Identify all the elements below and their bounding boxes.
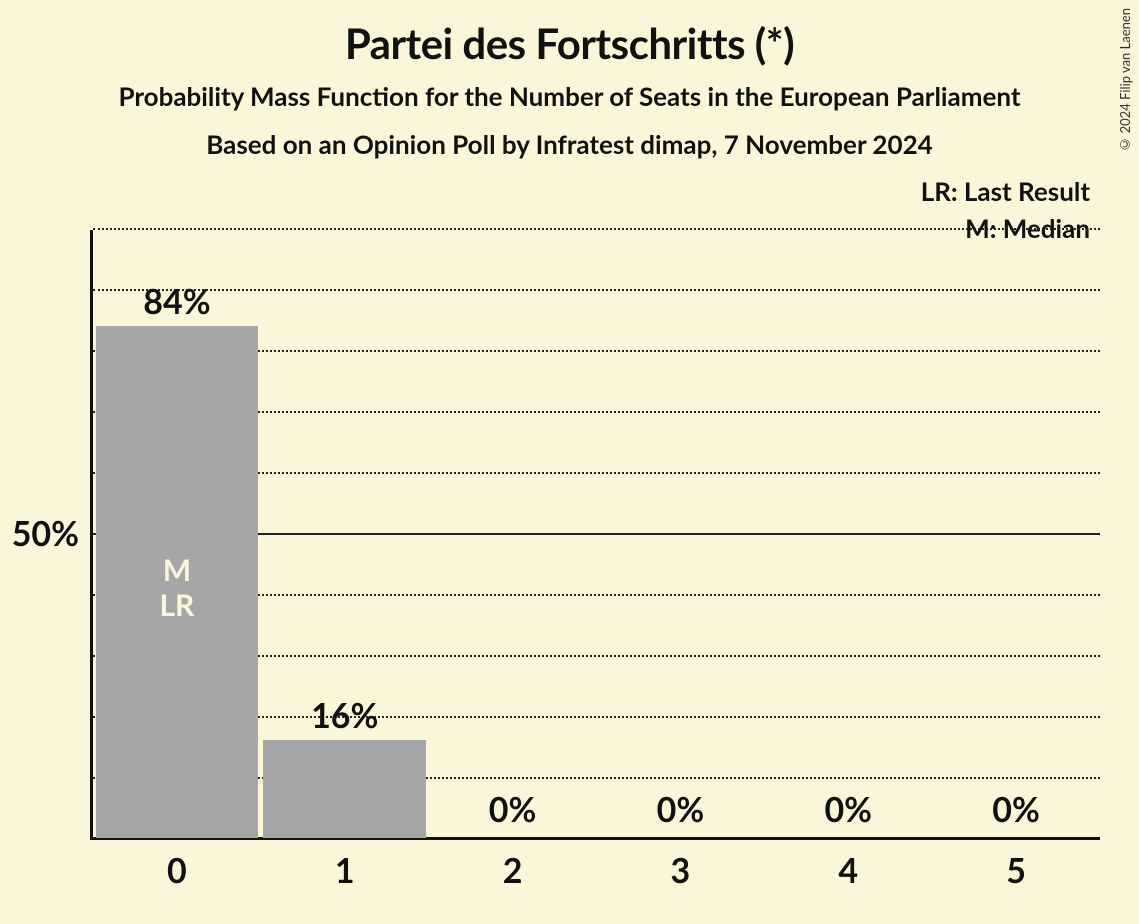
- x-tick-label: 5: [932, 850, 1100, 891]
- gridline-minor: [93, 228, 1100, 230]
- chart-title: Partei des Fortschritts (*): [0, 18, 1139, 68]
- copyright-text: © 2024 Filip van Laenen: [1117, 8, 1133, 153]
- x-tick-label: 0: [93, 850, 261, 891]
- chart-subtitle-1: Probability Mass Function for the Number…: [0, 80, 1139, 112]
- bar-value-label: 0%: [597, 789, 765, 830]
- plot-area: LR: Last Result M: Median M LR84%016%10%…: [90, 230, 1100, 840]
- x-tick-label: 4: [764, 850, 932, 891]
- chart-container: Partei des Fortschritts (*) Probability …: [0, 0, 1139, 924]
- bar-value-label: 84%: [93, 281, 261, 322]
- x-tick-label: 3: [597, 850, 765, 891]
- bar-value-label: 0%: [932, 789, 1100, 830]
- bar-value-label: 0%: [429, 789, 597, 830]
- bar: [263, 740, 426, 838]
- bar-inner-label: M LR: [96, 553, 259, 622]
- legend-last-result: LR: Last Result: [921, 175, 1090, 207]
- y-tick-label: 50%: [12, 513, 79, 554]
- bar-value-label: 16%: [261, 695, 429, 736]
- x-tick-label: 2: [429, 850, 597, 891]
- bar-value-label: 0%: [764, 789, 932, 830]
- chart-subtitle-2: Based on an Opinion Poll by Infratest di…: [0, 128, 1139, 160]
- x-tick-label: 1: [261, 850, 429, 891]
